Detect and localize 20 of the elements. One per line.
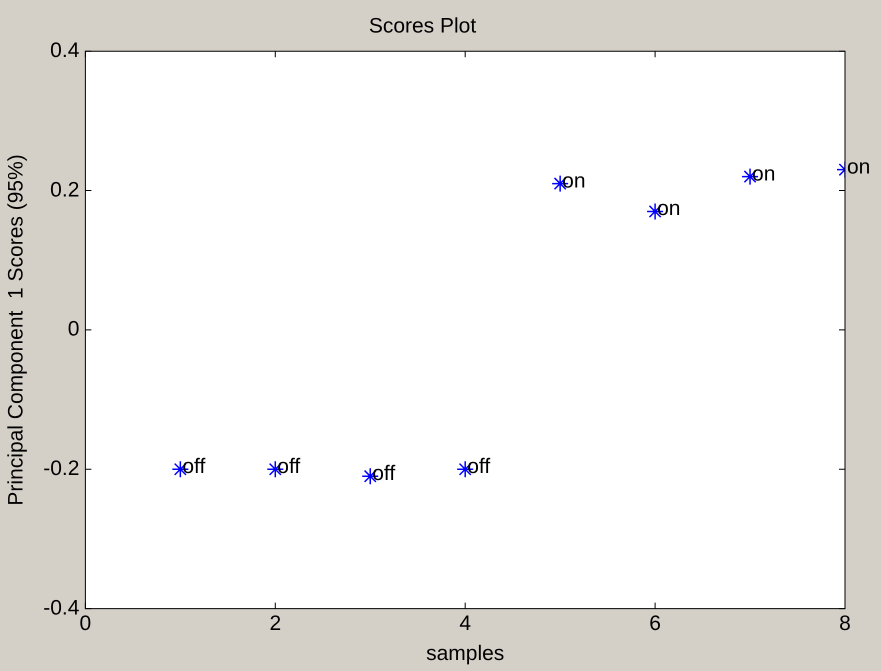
y-axis-title: Principal Component 1 Scores (95%) [4, 154, 28, 506]
annotation: on [752, 162, 776, 186]
y-tick-label: 0.4 [50, 38, 80, 62]
y-tick-label: -0.4 [43, 596, 80, 620]
annotation: off [372, 462, 396, 486]
annotation: off [277, 455, 300, 478]
chart-title: Scores Plot [368, 14, 476, 38]
annotation: off [182, 455, 206, 478]
y-tick-label: 0 [68, 318, 80, 341]
x-tick-label: 8 [839, 612, 851, 635]
annotation: on [657, 197, 680, 220]
y-tick-label: -0.2 [43, 457, 80, 480]
annotation: on [562, 169, 586, 192]
annotation: on [847, 155, 870, 178]
x-tick-label: 4 [459, 612, 472, 635]
x-axis-title: samples [426, 642, 504, 666]
x-tick-label: 2 [269, 612, 282, 635]
x-tick-label: 6 [649, 612, 661, 635]
annotation: off [467, 455, 490, 478]
y-tick-label: 0.2 [50, 178, 80, 202]
